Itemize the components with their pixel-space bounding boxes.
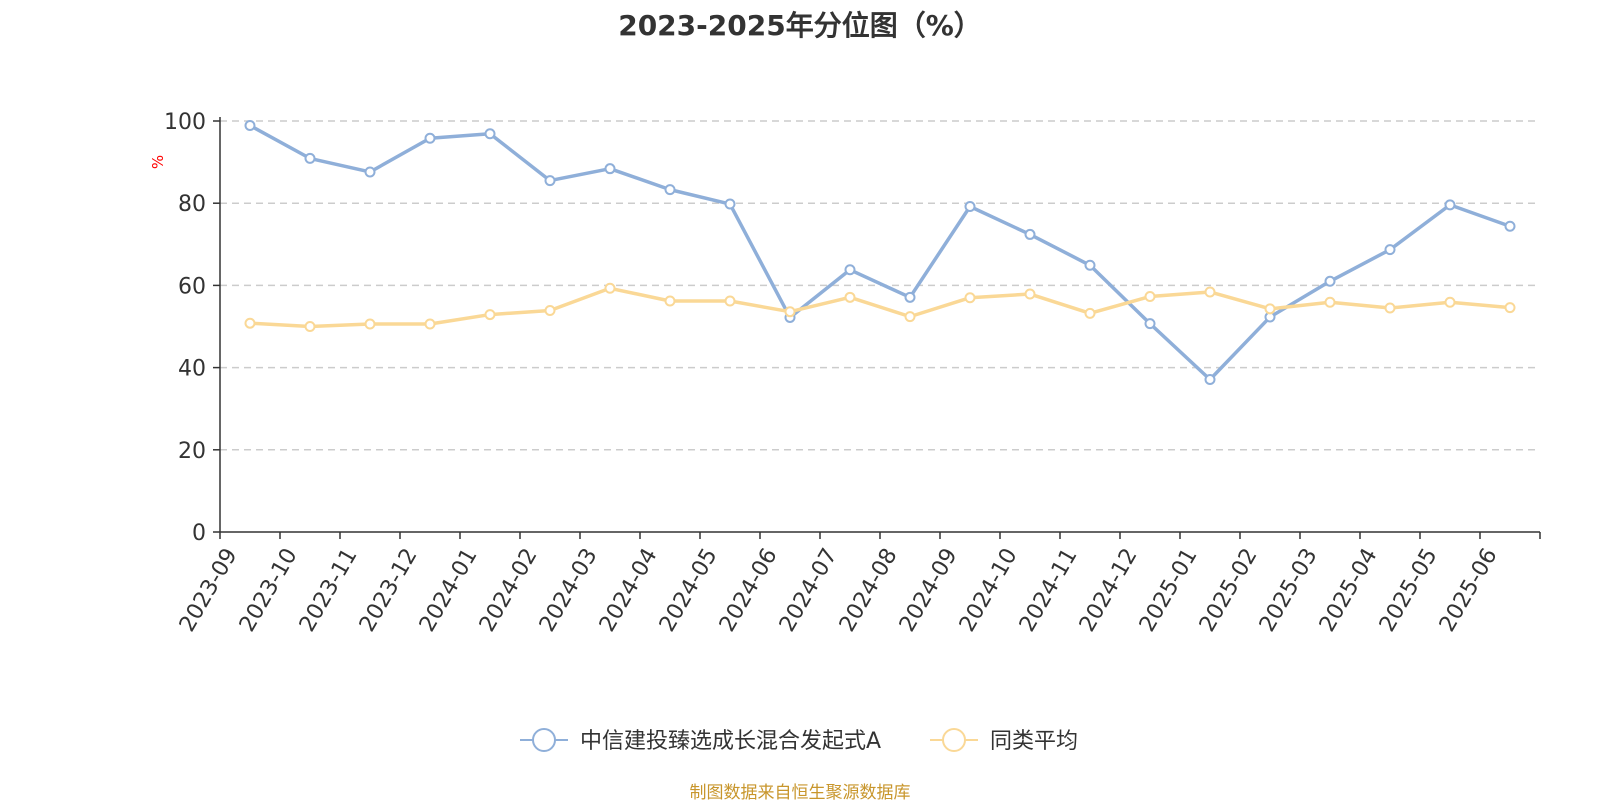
x-tick-label: 2024-07 <box>775 544 843 636</box>
data-point <box>484 128 496 140</box>
data-point <box>1444 199 1456 211</box>
data-point <box>964 200 976 212</box>
series-lines <box>244 120 1516 386</box>
x-tick-label: 2025-06 <box>1435 544 1503 636</box>
legend-item-0[interactable]: 中信建投臻选成长混合发起式A <box>520 728 881 754</box>
data-point <box>1204 286 1216 298</box>
data-point <box>1384 302 1396 314</box>
data-point <box>1024 228 1036 240</box>
data-point <box>904 291 916 303</box>
legend-label: 同类平均 <box>990 729 1078 754</box>
data-point <box>364 166 376 178</box>
x-tick-label: 2024-03 <box>535 544 603 636</box>
series-line <box>249 286 1511 329</box>
data-point <box>844 264 856 276</box>
legend-item-1[interactable]: 同类平均 <box>930 728 1078 754</box>
grid-lines <box>220 120 1540 451</box>
x-tick-label: 2024-02 <box>475 544 543 636</box>
data-point <box>364 318 376 330</box>
data-point <box>1324 275 1336 287</box>
x-tick-label: 2024-05 <box>655 544 723 636</box>
data-point <box>484 309 496 321</box>
data-point <box>1324 296 1336 308</box>
x-tick-label: 2023-11 <box>295 544 363 636</box>
data-point <box>1444 296 1456 308</box>
data-point <box>1264 303 1276 315</box>
y-tick-label: 20 <box>178 439 206 464</box>
data-point <box>544 304 556 316</box>
data-point <box>604 163 616 175</box>
series-0 <box>244 120 1516 386</box>
data-point <box>664 184 676 196</box>
data-point <box>1504 220 1516 232</box>
x-tick-label: 2025-05 <box>1375 544 1443 636</box>
x-tick-label: 2025-04 <box>1315 544 1383 636</box>
data-point <box>904 311 916 323</box>
legend[interactable]: 中信建投臻选成长混合发起式A 同类平均 <box>520 728 1078 754</box>
x-tick-label: 2024-11 <box>1015 544 1083 636</box>
x-tick-label: 2023-12 <box>355 544 423 636</box>
x-tick-label: 2023-10 <box>235 544 303 636</box>
x-tick-label: 2024-12 <box>1075 544 1143 636</box>
data-point <box>244 317 256 329</box>
data-point <box>1144 290 1156 302</box>
x-tick-label: 2024-01 <box>415 544 483 636</box>
data-point <box>1084 259 1096 271</box>
data-point <box>1384 244 1396 256</box>
data-point <box>784 306 796 318</box>
y-tick-label: 60 <box>178 274 206 299</box>
data-point <box>724 295 736 307</box>
data-point <box>1204 374 1216 386</box>
x-tick-label: 2024-04 <box>595 544 663 636</box>
data-point <box>424 132 436 144</box>
series-line <box>249 123 1511 382</box>
data-point <box>1144 318 1156 330</box>
data-point <box>844 291 856 303</box>
data-point <box>424 318 436 330</box>
y-tick-label: 40 <box>178 357 206 382</box>
axes: 0 20 40 60 80 100 2023-092023-102023-112023-12… <box>164 110 1541 636</box>
x-tick-label: 2025-02 <box>1195 544 1263 636</box>
legend-marker <box>942 728 966 752</box>
data-point <box>244 120 256 132</box>
x-tick-label: 2025-01 <box>1135 544 1203 636</box>
data-point <box>664 295 676 307</box>
data-point <box>724 198 736 210</box>
data-point <box>1084 307 1096 319</box>
data-point <box>604 282 616 294</box>
x-tick-label: 2024-10 <box>955 544 1023 636</box>
data-point <box>964 292 976 304</box>
data-point <box>1504 302 1516 314</box>
data-point <box>544 175 556 187</box>
data-point <box>304 321 316 332</box>
x-tick-label: 2024-06 <box>715 544 783 636</box>
x-tick-label: 2025-03 <box>1255 544 1323 636</box>
y-tick-label: 80 <box>178 192 206 217</box>
y-tick-label: 0 <box>192 521 206 546</box>
data-point <box>1024 288 1036 300</box>
y-tick-label: 100 <box>164 110 206 135</box>
x-tick-label: 2024-08 <box>835 544 903 636</box>
x-tick-label: 2024-09 <box>895 544 963 636</box>
data-point <box>304 152 316 164</box>
legend-marker <box>532 728 556 752</box>
source-note: 制图数据来自恒生聚源数据库 <box>689 783 911 803</box>
chart-title: 2023-2025年分位图（%） <box>618 9 982 42</box>
x-tick-label: 2023-09 <box>175 544 243 636</box>
series-1 <box>244 282 1516 332</box>
y-axis-title: % <box>149 155 167 169</box>
legend-label: 中信建投臻选成长混合发起式A <box>580 729 881 754</box>
